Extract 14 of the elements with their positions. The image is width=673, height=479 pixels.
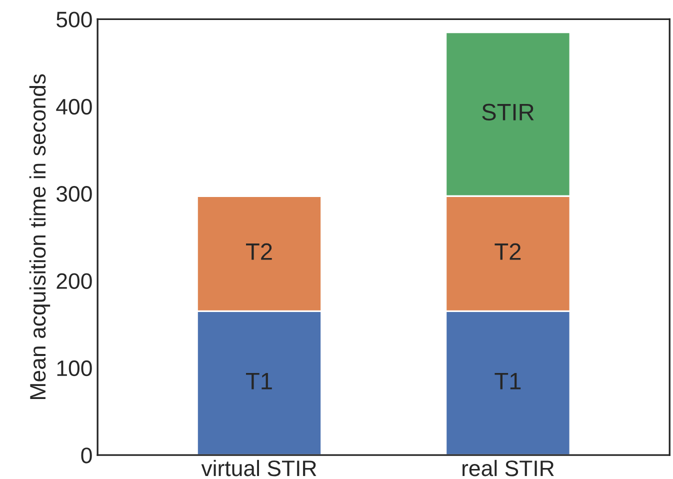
y-tick-label: 200 — [56, 273, 92, 289]
y-tick-label: 400 — [56, 98, 92, 115]
y-tick-label: 100 — [57, 360, 92, 376]
y-tick-label: 0 — [81, 448, 92, 464]
series-label: T1 — [246, 372, 272, 390]
text: T2 — [494, 243, 521, 260]
text: T1 — [494, 372, 521, 390]
x-tick-label: real STIR — [462, 460, 554, 476]
series-label: T2 — [246, 243, 272, 260]
y-tick-label: 500 — [56, 12, 92, 28]
y-tick-label: 300 — [56, 186, 92, 202]
series-label: STIR — [482, 104, 534, 121]
x-tick-label: virtual STIR — [201, 460, 316, 476]
y-axis-title: Mean acquisition time in seconds — [29, 74, 50, 399]
